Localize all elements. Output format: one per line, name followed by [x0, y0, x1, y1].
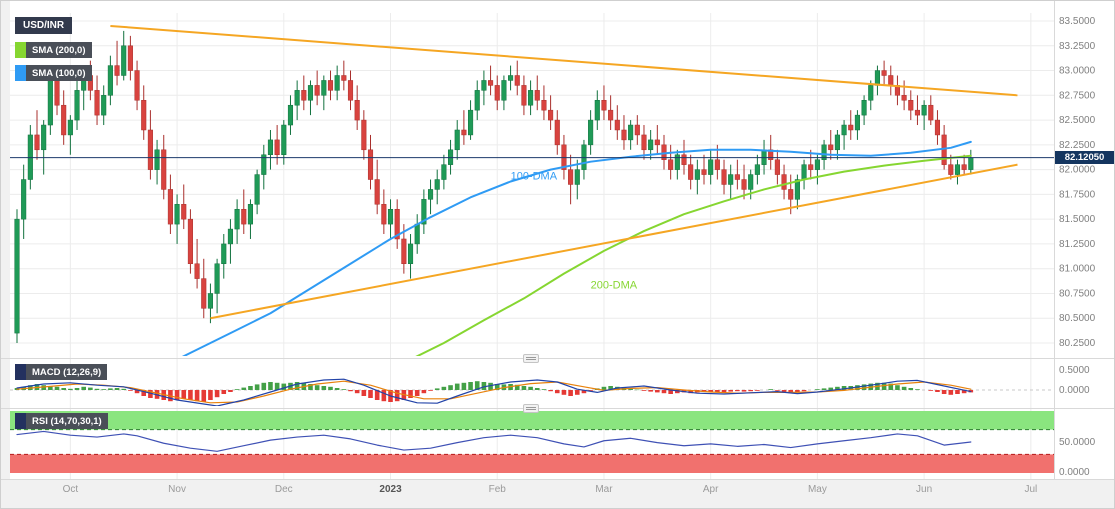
svg-text:Jun: Jun [916, 484, 932, 495]
sma200-badge[interactable]: SMA (200,0) [15, 42, 92, 58]
macd-badge-label: MACD (12,26,9) [26, 364, 108, 380]
svg-text:83.0000: 83.0000 [1059, 66, 1096, 77]
svg-text:80.5000: 80.5000 [1059, 313, 1096, 324]
last-price-badge: 82.12050 [1055, 151, 1114, 164]
svg-text:0.0000: 0.0000 [1059, 467, 1090, 478]
symbol-badge-label: USD/INR [15, 17, 73, 34]
svg-text:Apr: Apr [703, 484, 719, 495]
symbol-badge[interactable]: USD/INR [15, 17, 73, 34]
svg-text:Nov: Nov [168, 484, 186, 495]
price-panel[interactable]: 100-DMA 200-DMA [14, 24, 1018, 373]
sma200-badge-label: SMA (200,0) [26, 42, 92, 58]
svg-text:Oct: Oct [63, 484, 79, 495]
price-axis[interactable]: 83.5000 83.2500 83.0000 82.7500 82.5000 82.25… [1059, 16, 1096, 478]
svg-text:Feb: Feb [489, 484, 507, 495]
svg-text:80.2500: 80.2500 [1059, 338, 1096, 349]
svg-text:83.2500: 83.2500 [1059, 41, 1096, 52]
svg-text:Mar: Mar [595, 484, 613, 495]
panel-divider-handle-macd[interactable] [523, 354, 539, 363]
rsi-badge-label: RSI (14,70,30,1) [26, 413, 108, 429]
sma100-badge[interactable]: SMA (100,0) [15, 65, 92, 81]
svg-text:0.0000: 0.0000 [1059, 385, 1090, 396]
svg-text:100-DMA: 100-DMA [511, 171, 558, 183]
svg-text:82.2500: 82.2500 [1059, 140, 1096, 151]
svg-text:81.5000: 81.5000 [1059, 214, 1096, 225]
left-frame-strip [1, 1, 10, 508]
macd-panel[interactable] [10, 378, 1054, 406]
svg-text:82.0000: 82.0000 [1059, 165, 1096, 176]
sma100-badge-label: SMA (100,0) [26, 65, 92, 81]
svg-text:May: May [808, 484, 827, 495]
svg-text:81.2500: 81.2500 [1059, 239, 1096, 250]
rsi-color-chip [15, 413, 26, 429]
svg-text:50.0000: 50.0000 [1059, 437, 1096, 448]
svg-text:0.5000: 0.5000 [1059, 365, 1090, 376]
svg-text:2023: 2023 [379, 484, 402, 495]
svg-text:83.5000: 83.5000 [1059, 16, 1096, 27]
svg-text:200-DMA: 200-DMA [591, 280, 638, 292]
svg-text:82.5000: 82.5000 [1059, 115, 1096, 126]
svg-text:Dec: Dec [275, 484, 293, 495]
macd-color-chip [15, 364, 26, 380]
svg-text:81.0000: 81.0000 [1059, 264, 1096, 275]
svg-text:Jul: Jul [1024, 484, 1037, 495]
rsi-panel[interactable] [10, 411, 1054, 473]
panel-divider-handle-rsi[interactable] [523, 404, 539, 413]
svg-text:80.7500: 80.7500 [1059, 288, 1096, 299]
sma100-color-chip [15, 65, 26, 81]
macd-badge[interactable]: MACD (12,26,9) [15, 364, 108, 380]
rsi-badge[interactable]: RSI (14,70,30,1) [15, 413, 108, 429]
svg-text:81.7500: 81.7500 [1059, 189, 1096, 200]
svg-text:82.7500: 82.7500 [1059, 90, 1096, 101]
time-axis[interactable]: Oct Nov Dec 2023 Feb Mar Apr May Jun Jul [63, 484, 1038, 495]
bottom-axis-strip [1, 480, 1114, 508]
sma200-color-chip [15, 42, 26, 58]
